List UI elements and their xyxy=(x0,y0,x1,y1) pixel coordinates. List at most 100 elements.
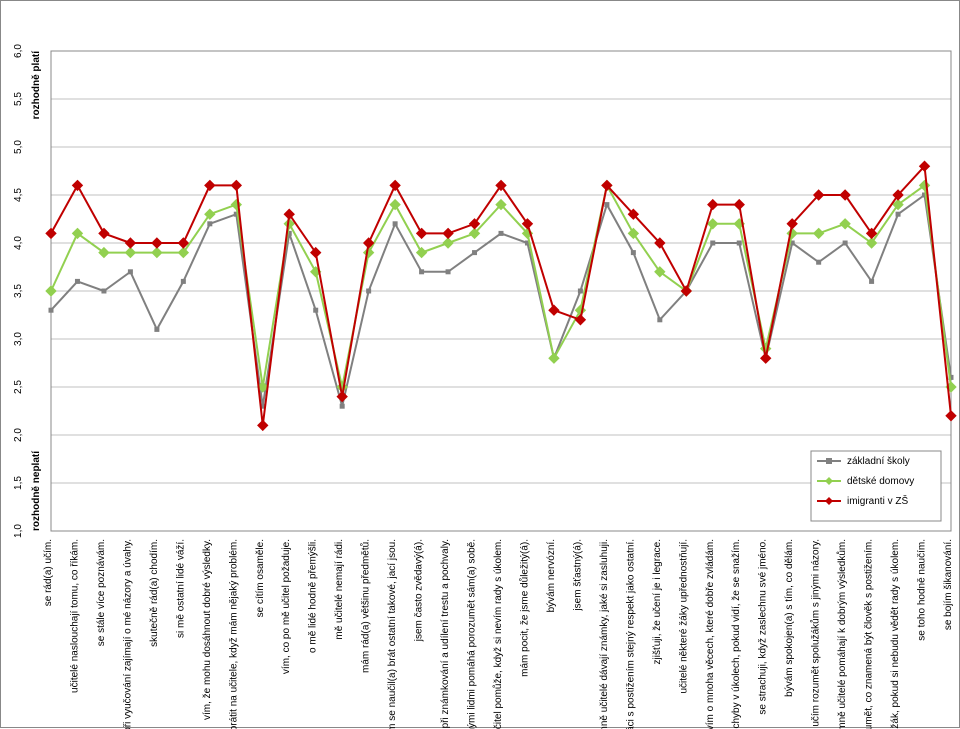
series-marker xyxy=(99,228,109,238)
legend-item-label: základní školy xyxy=(847,456,910,467)
series-marker xyxy=(946,411,956,421)
series-marker xyxy=(205,180,215,190)
series-marker xyxy=(46,228,56,238)
series-marker xyxy=(870,279,874,283)
category-label: bývám spokojen(a) s tím, co dělám. xyxy=(784,539,795,697)
series-marker xyxy=(102,289,106,293)
value-tick-label: 5,0 xyxy=(13,140,24,154)
series-marker xyxy=(473,251,477,255)
series-marker xyxy=(46,286,56,296)
category-label: jsem šťastný(á). xyxy=(572,539,583,612)
series-marker xyxy=(155,327,159,331)
value-tick-label: 2,0 xyxy=(13,428,24,442)
series-marker xyxy=(231,180,241,190)
category-label: učitelé naslouchají tomu, co říkám. xyxy=(69,539,80,693)
series-marker xyxy=(340,404,344,408)
value-tick-label: 2,5 xyxy=(13,380,24,394)
category-label: mně učitelé nezazlívají chyby v úkolech,… xyxy=(731,539,742,729)
series-marker xyxy=(446,270,450,274)
category-label: učitelé některé žáky upřednostňují. xyxy=(678,539,689,694)
category-label: jsem se naučil(a) brát ostatní takové, j… xyxy=(387,539,398,729)
series-marker xyxy=(417,248,427,258)
category-label: mám rád(a) většinu předmětů. xyxy=(360,539,372,673)
series-marker xyxy=(181,279,185,283)
series-marker xyxy=(258,420,268,430)
legend: základní školy dětské domovy imigranti v Z… xyxy=(811,451,941,521)
series-marker xyxy=(125,238,135,248)
axis-anchor-high: rozhodně platí xyxy=(31,50,42,120)
category-label: vím, že mohu dosáhnout dobré výsledky. xyxy=(202,539,213,720)
value-tick-label: 1,0 xyxy=(13,524,24,538)
series-marker xyxy=(152,238,162,248)
series-marker xyxy=(578,289,582,293)
value-tick-label: 4,5 xyxy=(13,188,24,202)
value-tick-label: 6,0 xyxy=(13,44,24,58)
value-tick-label: 3,5 xyxy=(13,284,24,298)
category-label: zjišťuji, že učení je i legrace. xyxy=(652,539,663,664)
category-label: mají žáci s postižením stejný respekt ja… xyxy=(625,539,636,729)
category-label: se učím rozumět, co znamená být člověk s… xyxy=(864,539,875,729)
category-label: se učím rozumět spolužákům s jinými názo… xyxy=(810,539,822,729)
category-label: se toho hodně naučím. xyxy=(917,539,928,641)
series-marker xyxy=(549,305,559,315)
category-label: mně pomůže můj spolužák, pokud si nebudu… xyxy=(889,539,901,729)
series-marker xyxy=(761,353,771,363)
series-marker xyxy=(896,212,900,216)
legend-item-label: imigranti v ZŠ xyxy=(847,494,908,507)
value-tick-label: 5,5 xyxy=(13,92,24,106)
series-marker xyxy=(417,228,427,238)
series-marker xyxy=(499,231,503,235)
series-marker xyxy=(737,241,741,245)
category-label: mě učitelé nemají rádi. xyxy=(334,539,345,640)
series-marker xyxy=(843,241,847,245)
series-marker xyxy=(72,180,82,190)
series-marker xyxy=(367,289,371,293)
series-marker xyxy=(814,228,824,238)
series-line xyxy=(51,185,951,387)
category-label: mně učitel pomůže, když si nevím rady s … xyxy=(492,539,504,729)
series-marker xyxy=(605,203,609,207)
value-tick-label: 4,0 xyxy=(13,236,24,250)
category-label: o mě lidé hodně přemýšli. xyxy=(308,539,319,653)
category-label: vím, co po mě učitel požaduje. xyxy=(281,539,292,674)
series-marker xyxy=(152,248,162,258)
category-label: si mě ostatní lidé váží. xyxy=(175,539,186,638)
series-marker xyxy=(75,279,79,283)
category-label: se stále více poznávám. xyxy=(96,539,107,646)
series-marker xyxy=(420,270,424,274)
category-label: se bojím šikanování. xyxy=(943,539,954,630)
category-label: mně učitelé dávají známky, jaké si zaslu… xyxy=(599,539,610,729)
series-marker xyxy=(817,260,821,264)
value-tick-label: 3,0 xyxy=(13,332,24,346)
series-marker xyxy=(711,241,715,245)
category-label: se mohu obrátit na učitele, když mám něj… xyxy=(228,539,239,729)
category-label: jsem často zvědavý(á). xyxy=(414,539,425,642)
series-marker xyxy=(631,251,635,255)
series-marker xyxy=(128,270,132,274)
chart-container: 1,0 1,5 2,0 2,5 3,0 3,5 4,0 4,5 5,0 5,5 6,0 rozhodn… xyxy=(0,0,960,728)
series-marker xyxy=(314,308,318,312)
series-marker xyxy=(443,228,453,238)
legend-item-label: dětské domovy xyxy=(847,476,914,487)
category-label: se učitelé při vyučování zajímají o mé n… xyxy=(122,539,133,729)
series-marker xyxy=(708,200,718,210)
series-marker xyxy=(708,219,718,229)
series-marker xyxy=(658,318,662,322)
series-line xyxy=(51,195,951,406)
series-marker xyxy=(390,180,400,190)
series-marker xyxy=(125,248,135,258)
series-marker xyxy=(390,200,400,210)
category-label: se rád(a) učím. xyxy=(43,539,54,606)
series-marker xyxy=(208,222,212,226)
value-tick-label: 1,5 xyxy=(13,476,24,490)
category-label: skutečně rád(a) chodím. xyxy=(149,539,160,647)
series-marker xyxy=(49,308,53,312)
series-marker xyxy=(443,238,453,248)
category-label: mě setkávání s jinými lidmi pomáhá poroz… xyxy=(467,539,478,729)
series-marker xyxy=(734,200,744,210)
line-chart: 1,0 1,5 2,0 2,5 3,0 3,5 4,0 4,5 5,0 5,5 6,0 rozhodn… xyxy=(1,1,960,729)
category-label: mám pocit, že jsme důležitý(á). xyxy=(518,539,530,677)
series-marker xyxy=(393,222,397,226)
series-marker xyxy=(364,248,374,258)
category-label: mně učitelé pomáhají k dobrým výsledkům. xyxy=(836,539,848,729)
